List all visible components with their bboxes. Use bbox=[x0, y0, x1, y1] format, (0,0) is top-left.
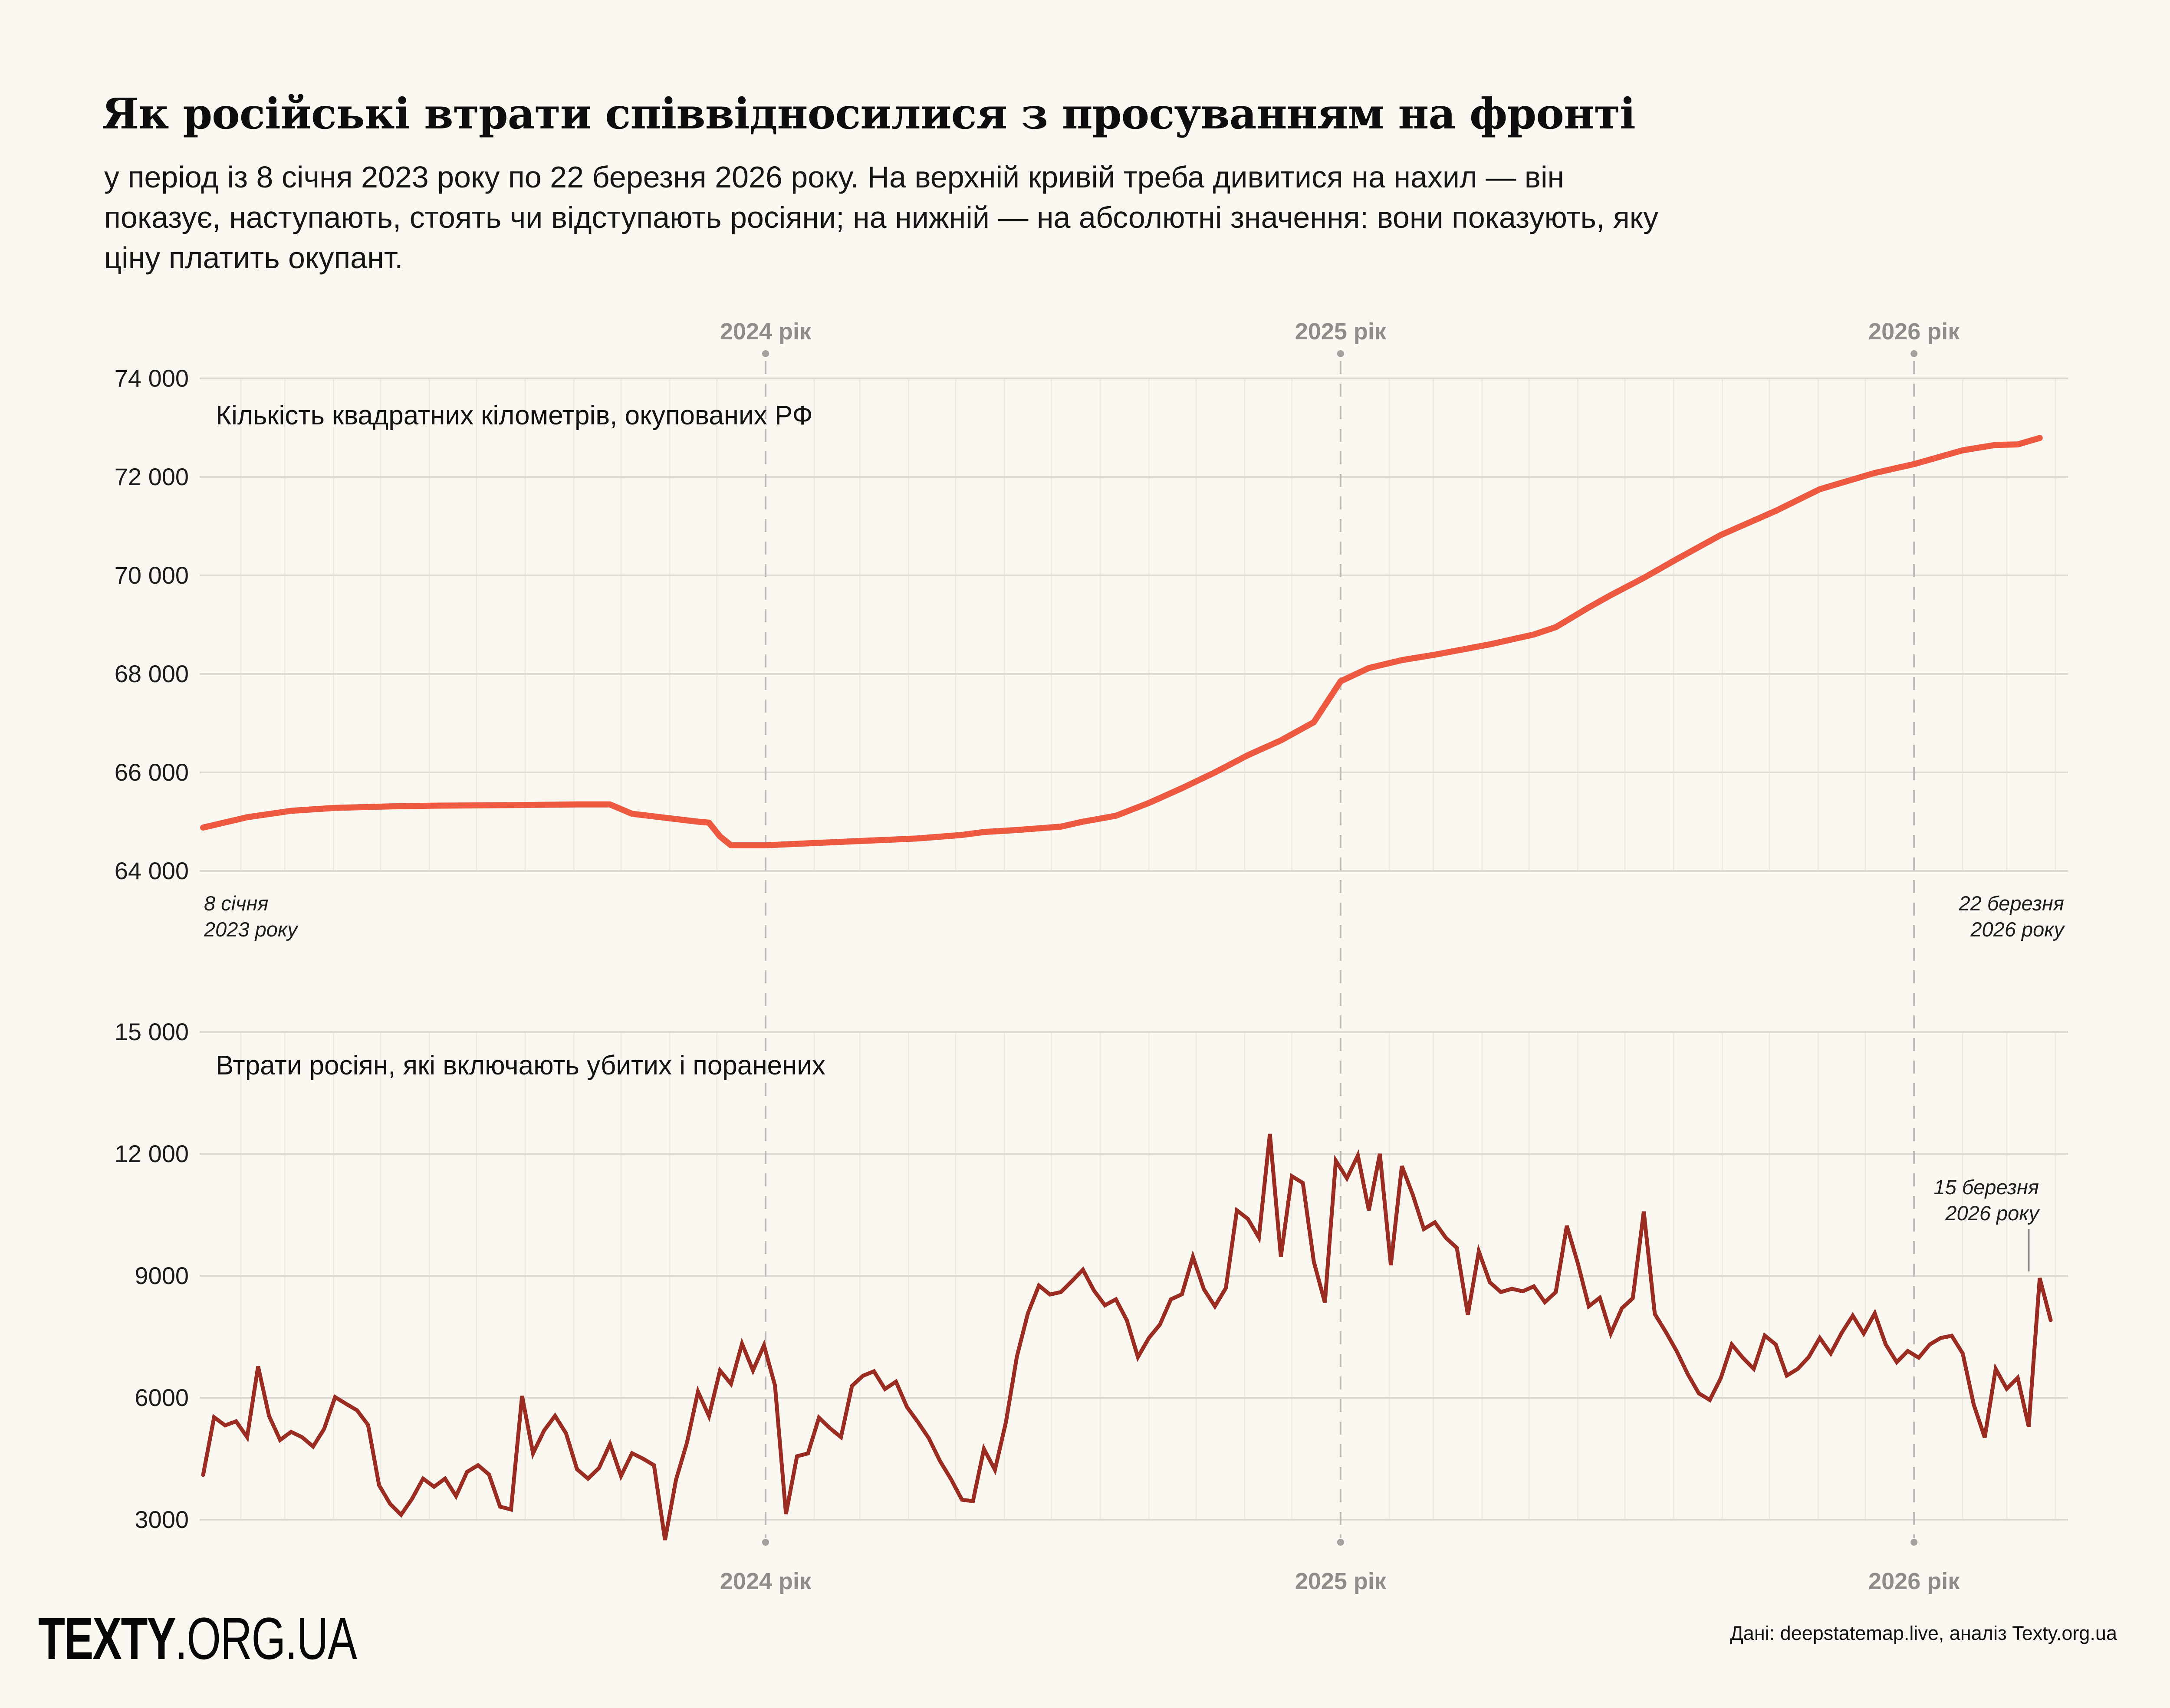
area-ytick: 64 000 bbox=[115, 857, 189, 884]
losses-chart-title: Втрати росіян, які включають убитих і по… bbox=[216, 1051, 825, 1081]
spike-date-annotation: 15 березня 2026 року bbox=[1934, 1174, 2039, 1226]
texty-logo: TEXTY.ORG.UA bbox=[38, 1605, 357, 1673]
year-label-top: 2025 рік bbox=[1295, 319, 1387, 345]
year-label-top: 2024 рік bbox=[720, 319, 812, 345]
subtitle-line-1: у період із 8 січня 2023 року по 22 бере… bbox=[104, 160, 1565, 194]
texty-logo-light: .ORG.UA bbox=[175, 1606, 357, 1672]
texty-logo-bold: TEXTY bbox=[38, 1606, 176, 1672]
spike-date-line-1: 15 березня bbox=[1933, 1176, 2039, 1199]
start-date-line-1: 8 січня bbox=[204, 892, 269, 915]
page-title: Як російські втрати співвідносилися з пр… bbox=[102, 89, 1636, 138]
occupied-area-line bbox=[200, 435, 2043, 848]
end-date-line-1: 22 березня bbox=[1959, 892, 2064, 915]
page-subtitle: у період із 8 січня 2023 року по 22 бере… bbox=[104, 157, 1658, 278]
subtitle-line-3: ціну платить окупант. bbox=[104, 241, 403, 275]
losses-ytick: 6000 bbox=[135, 1384, 189, 1411]
year-label-bottom: 2025 рік bbox=[1295, 1568, 1387, 1594]
area-ytick: 70 000 bbox=[115, 562, 189, 589]
occupied-area-chart-title: Кількість квадратних кілометрів, окупова… bbox=[216, 401, 813, 430]
losses-ytick: 3000 bbox=[135, 1506, 189, 1533]
area-ytick: 66 000 bbox=[115, 759, 189, 786]
year-label-top: 2026 рік bbox=[1868, 319, 1960, 345]
end-date-line-2: 2026 року bbox=[1970, 918, 2064, 941]
spike-date-line-2: 2026 року bbox=[1945, 1202, 2039, 1225]
start-date-annotation: 8 січня 2023 року bbox=[204, 890, 298, 943]
end-date-annotation: 22 березня 2026 року bbox=[1959, 890, 2064, 943]
year-label-bottom: 2026 рік bbox=[1868, 1568, 1960, 1594]
losses-ytick: 9000 bbox=[135, 1262, 189, 1289]
losses-line bbox=[201, 1133, 2053, 1540]
area-ytick: 72 000 bbox=[115, 463, 189, 490]
area-ytick: 68 000 bbox=[115, 660, 189, 687]
losses-ytick: 15 000 bbox=[115, 1018, 189, 1045]
start-date-line-2: 2023 року bbox=[204, 918, 298, 941]
year-label-bottom: 2024 рік bbox=[720, 1568, 812, 1594]
area-ytick: 74 000 bbox=[115, 365, 189, 392]
losses-ytick: 12 000 bbox=[115, 1140, 189, 1167]
subtitle-line-2: показує, наступають, стоять чи відступаю… bbox=[104, 200, 1659, 234]
data-source-credit: Дані: deepstatemap.live, аналіз Texty.or… bbox=[1730, 1622, 2117, 1644]
